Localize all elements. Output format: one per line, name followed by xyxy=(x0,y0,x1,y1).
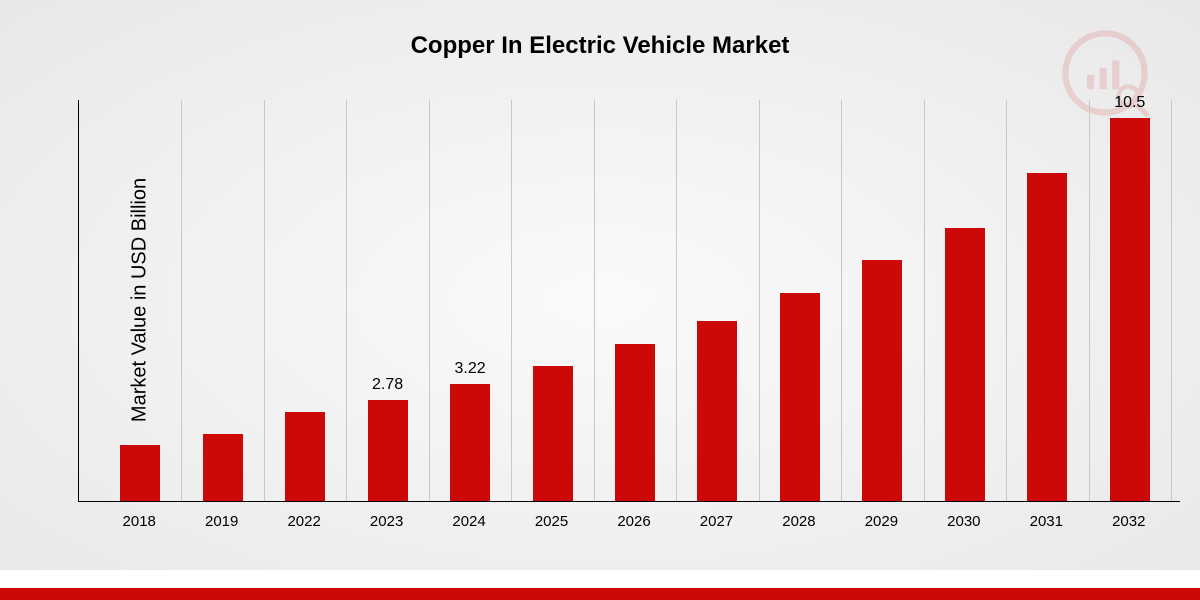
bar xyxy=(1110,118,1150,501)
plot-area: 2.783.2210.5 xyxy=(78,100,1180,502)
bar xyxy=(533,366,573,501)
x-tick-label: 2030 xyxy=(934,513,994,530)
bar xyxy=(203,434,243,501)
x-tick-label: 2026 xyxy=(604,513,664,530)
grid-line xyxy=(924,100,925,501)
x-tick-label: 2022 xyxy=(274,513,334,530)
bar-value-label: 3.22 xyxy=(440,360,500,378)
grid-line xyxy=(676,100,677,501)
bar xyxy=(450,384,490,501)
chart-container: 2.783.2210.5 201820192022202320242025202… xyxy=(78,100,1180,542)
bar xyxy=(862,260,902,501)
bar xyxy=(285,412,325,501)
x-tick-label: 2023 xyxy=(357,513,417,530)
bar xyxy=(945,228,985,501)
bar-value-label: 2.78 xyxy=(358,376,418,394)
bar xyxy=(368,400,408,501)
bar xyxy=(615,344,655,501)
bar xyxy=(780,293,820,501)
grid-line xyxy=(511,100,512,501)
grid-line xyxy=(429,100,430,501)
grid-line xyxy=(346,100,347,501)
grid-line xyxy=(759,100,760,501)
bar-value-label: 10.5 xyxy=(1100,94,1160,112)
bar xyxy=(1027,173,1067,501)
grid-line xyxy=(1171,100,1172,501)
x-tick-label: 2027 xyxy=(686,513,746,530)
x-tick-label: 2018 xyxy=(109,513,169,530)
x-tick-label: 2029 xyxy=(851,513,911,530)
grid-line xyxy=(1089,100,1090,501)
grid-line xyxy=(594,100,595,501)
grid-line xyxy=(1006,100,1007,501)
x-tick-label: 2024 xyxy=(439,513,499,530)
bar xyxy=(120,445,160,502)
x-tick-label: 2031 xyxy=(1016,513,1076,530)
chart-title: Copper In Electric Vehicle Market xyxy=(0,0,1200,60)
bottom-white-band xyxy=(0,570,1200,588)
grid-line xyxy=(264,100,265,501)
bar xyxy=(697,321,737,501)
grid-line xyxy=(181,100,182,501)
x-tick-label: 2025 xyxy=(522,513,582,530)
grid-line xyxy=(841,100,842,501)
x-tick-label: 2032 xyxy=(1099,513,1159,530)
x-tick-label: 2019 xyxy=(192,513,252,530)
x-tick-label: 2028 xyxy=(769,513,829,530)
bottom-red-stripe xyxy=(0,588,1200,600)
